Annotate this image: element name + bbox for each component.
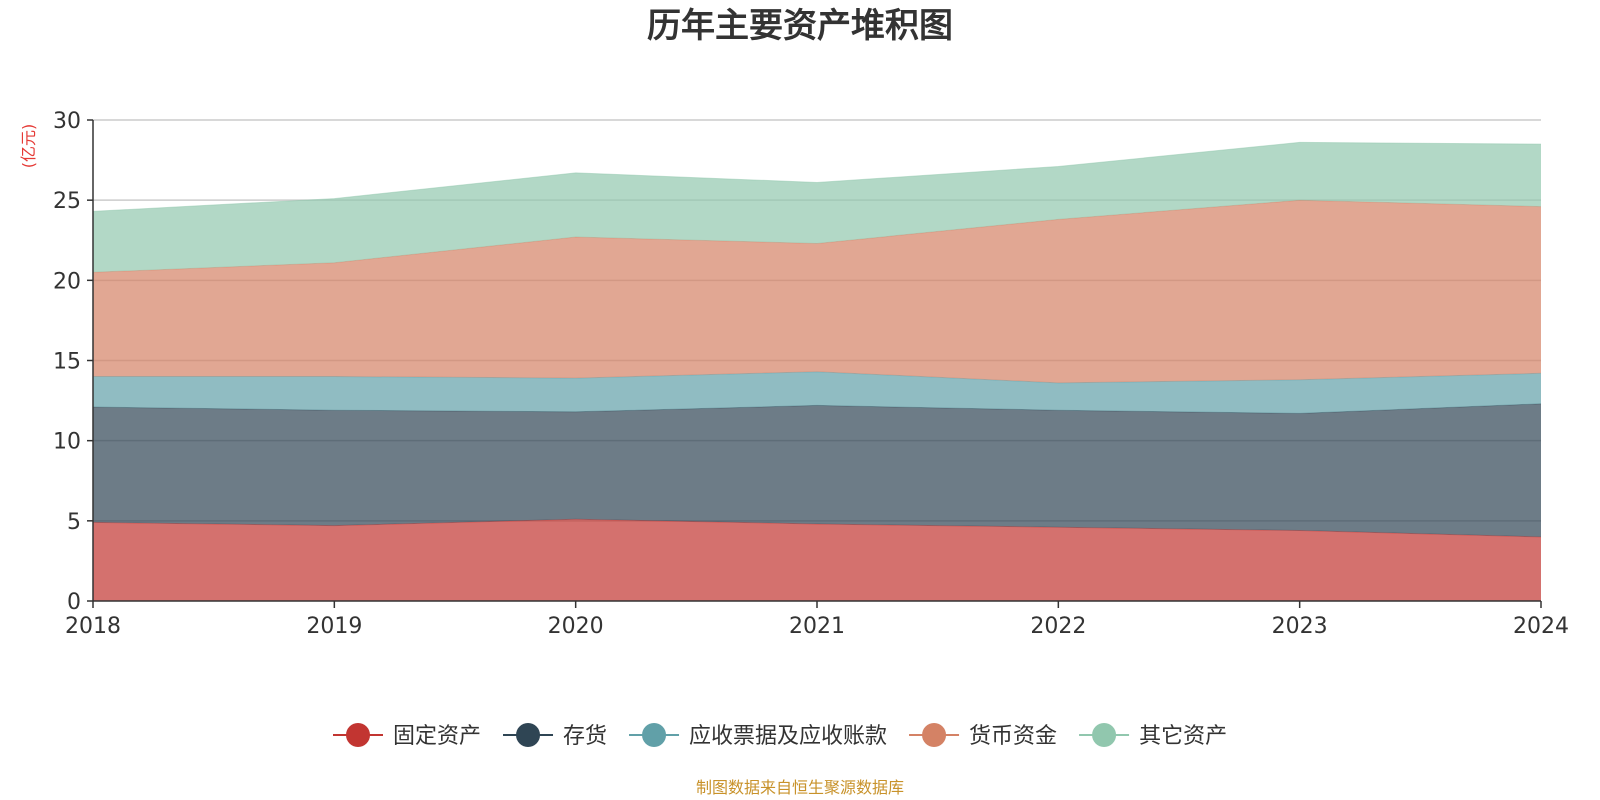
legend-item-3[interactable]: 应收票据及应收账款 — [629, 723, 887, 749]
y-tick-label: 0 — [67, 590, 81, 615]
legend-marker — [516, 723, 541, 747]
legend-item-4[interactable]: 货币资金 — [909, 723, 1057, 749]
x-tick-label: 2021 — [789, 614, 845, 639]
y-axis-unit-label: (亿元) — [19, 124, 38, 169]
legend-marker — [642, 723, 667, 747]
data-source-note: 制图数据来自恒生聚源数据库 — [696, 778, 904, 797]
x-tick-label: 2020 — [548, 614, 604, 639]
legend-item-2[interactable]: 存货 — [503, 723, 607, 749]
x-tick-label: 2024 — [1513, 614, 1569, 639]
axes: 0 5 10 15 20 25 30 2018 2019 2020 2021 2022 2023 2024 — [53, 109, 1569, 639]
y-tick-label: 5 — [67, 510, 81, 535]
legend-item-5[interactable]: 其它资产 — [1079, 723, 1227, 749]
x-tick-label: 2019 — [306, 614, 362, 639]
y-tick-label: 10 — [53, 430, 81, 455]
area-series-2 — [93, 403, 1541, 537]
y-tick-label: 25 — [53, 189, 81, 214]
legend-label: 货币资金 — [969, 724, 1057, 749]
y-tick-label: 20 — [53, 269, 81, 294]
area-series-1 — [93, 519, 1541, 601]
legend-label: 其它资产 — [1139, 724, 1227, 749]
legend-marker — [922, 723, 947, 747]
x-tick-label: 2022 — [1030, 614, 1086, 639]
x-tick-label: 2023 — [1272, 614, 1328, 639]
y-tick-label: 15 — [53, 350, 81, 375]
area-series-4 — [93, 200, 1541, 383]
legend-label: 固定资产 — [393, 724, 481, 749]
legend-marker — [1092, 723, 1117, 747]
area-series-3 — [93, 371, 1541, 414]
legend-label: 存货 — [563, 724, 607, 749]
chart-title: 历年主要资产堆积图 — [647, 6, 953, 46]
x-tick-label: 2018 — [65, 614, 121, 639]
legend-label: 应收票据及应收账款 — [689, 724, 887, 749]
area-series-5 — [93, 142, 1541, 273]
area-series-edge-5 — [92, 141, 1542, 212]
area-series-group — [92, 141, 1542, 601]
legend[interactable]: 固定资产 存货 应收票据及应收账款 货币资金 其它资产 — [333, 723, 1227, 749]
legend-item-1[interactable]: 固定资产 — [333, 723, 481, 749]
y-tick-label: 30 — [53, 109, 81, 134]
legend-marker — [346, 723, 370, 747]
